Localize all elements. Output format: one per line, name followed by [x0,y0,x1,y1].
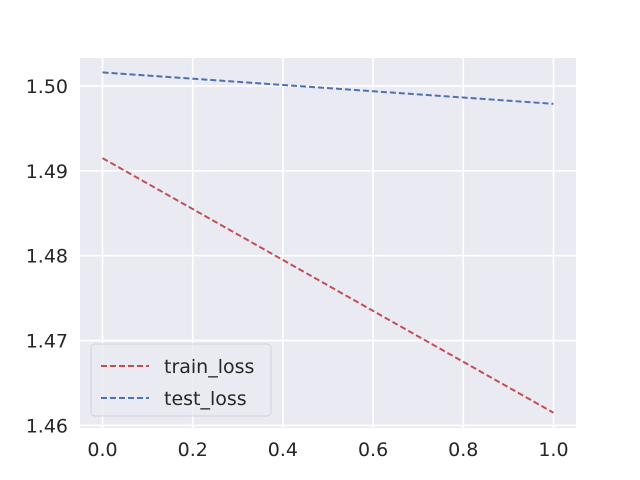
x-tick-label: 0.8 [448,439,478,461]
legend-label: train_loss [164,356,254,378]
legend-label: test_loss [164,388,247,410]
series-line-test-loss [102,71,554,105]
y-tick-label: 1.46 [26,415,68,437]
x-axis-tick-labels: 0.0 0.2 0.4 0.6 0.8 1.0 [87,439,568,461]
x-tick-label: 1.0 [538,439,568,461]
x-tick-label: 0.2 [178,439,208,461]
y-tick-label: 1.49 [26,161,68,183]
x-tick-label: 0.0 [87,439,117,461]
y-axis-tick-labels: 1.46 1.47 1.48 1.49 1.50 [26,76,68,437]
x-tick-label: 0.6 [358,439,388,461]
x-gridlines [101,58,555,428]
x-tick-label: 0.4 [268,439,298,461]
legend: train_loss test_loss [90,343,272,417]
y-tick-label: 1.48 [26,246,68,268]
legend-box [90,343,272,417]
y-gridlines [80,85,576,427]
series-line-train-loss [102,157,554,414]
y-tick-label: 1.50 [26,76,68,98]
series-lines [102,71,554,414]
y-tick-label: 1.47 [26,331,68,353]
